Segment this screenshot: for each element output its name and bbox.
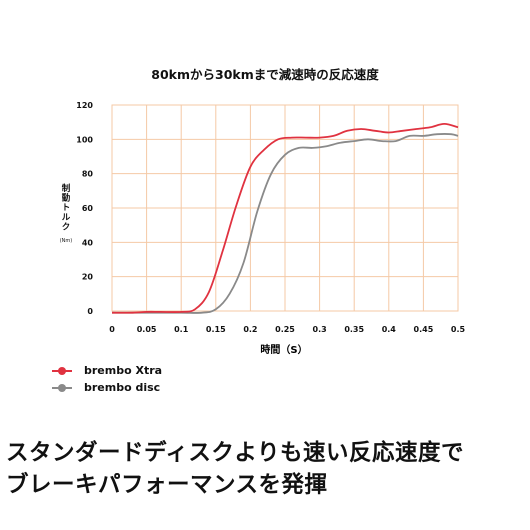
x-tick-label: 0.2 bbox=[243, 325, 257, 334]
y-label-char: 動 bbox=[62, 193, 71, 204]
chart-title: 80kmから30kmまで減速時の反応速度 bbox=[151, 67, 379, 82]
legend-item-brembo-xtra: brembo Xtra bbox=[52, 364, 162, 377]
y-tick-label: 80 bbox=[82, 170, 94, 179]
y-label-char: ク bbox=[62, 221, 71, 232]
x-axis-label: 時間（S） bbox=[260, 343, 307, 356]
x-tick-label: 0.5 bbox=[451, 325, 466, 334]
y-tick-label: 40 bbox=[82, 238, 94, 247]
legend-swatch-xtra bbox=[52, 366, 72, 375]
caption-line-1: スタンダードディスクよりも速い反応速度で bbox=[6, 440, 464, 466]
x-tick-label: 0 bbox=[109, 325, 115, 334]
legend-item-brembo-disc: brembo disc bbox=[52, 381, 160, 394]
y-tick-label: 60 bbox=[82, 204, 94, 213]
x-tick-label: 0.3 bbox=[313, 325, 327, 334]
series-line-brembo-disc bbox=[111, 133, 459, 314]
y-tick-labels: 0 20 40 60 80 100 120 bbox=[76, 101, 93, 316]
legend-label-xtra: brembo Xtra bbox=[84, 364, 163, 377]
x-tick-label: 0.35 bbox=[344, 325, 364, 334]
y-tick-label: 0 bbox=[87, 307, 93, 316]
x-tick-label: 0.15 bbox=[206, 325, 226, 334]
series-line-brembo-xtra bbox=[111, 123, 459, 314]
caption-line-2: ブレーキパフォーマンスを発揮 bbox=[6, 472, 328, 498]
x-tick-label: 0.05 bbox=[137, 325, 157, 334]
torque-chart: 0 0.05 0.1 0.15 0.2 0.25 0.3 0.35 0.4 0.45 0.5 0 20… bbox=[60, 101, 466, 356]
legend-label-disc: brembo disc bbox=[84, 381, 161, 394]
y-label-char: 制 bbox=[62, 183, 71, 194]
x-tick-label: 0.25 bbox=[275, 325, 295, 334]
x-tick-labels: 0 0.05 0.1 0.15 0.2 0.25 0.3 0.35 0.4 0.45 0.5 bbox=[109, 325, 465, 334]
chart-series bbox=[111, 123, 459, 314]
y-label-char: ト bbox=[62, 203, 71, 213]
legend-swatch-disc bbox=[52, 383, 72, 392]
chart-grid bbox=[111, 104, 459, 312]
promo-caption: スタンダードディスクよりも速い反応速度で ブレーキパフォーマンスを発揮 bbox=[6, 437, 530, 501]
y-label-char: ル bbox=[62, 213, 71, 223]
x-tick-label: 0.4 bbox=[382, 325, 397, 334]
y-label-unit: (Nm) bbox=[60, 238, 73, 244]
x-tick-label: 0.45 bbox=[414, 325, 434, 334]
y-tick-label: 100 bbox=[76, 135, 93, 144]
y-tick-label: 120 bbox=[76, 101, 93, 110]
x-tick-label: 0.1 bbox=[174, 325, 189, 334]
y-tick-label: 20 bbox=[82, 273, 94, 282]
